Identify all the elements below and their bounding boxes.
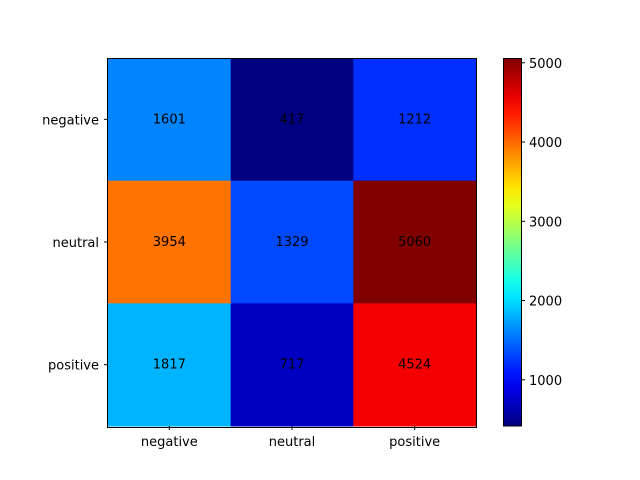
colorbar-frame: [503, 58, 522, 427]
heatmap-cell-1-2: [353, 180, 477, 304]
heatmap-cell-2-1: [230, 303, 354, 427]
colorbar: 1000 2000 3000 4000 5000: [503, 57, 562, 427]
x-axis: negative neutral positive: [141, 426, 440, 450]
heatmap-cell-2-0: [108, 303, 232, 427]
heatmap-cell-0-0: [108, 58, 232, 182]
y-tick-label-negative: negative: [42, 113, 99, 128]
cell-value-1-1: 1329: [275, 235, 308, 250]
heatmap-cell-1-0: [108, 180, 232, 304]
colorbar-tick-label-1000: 1000: [529, 374, 562, 389]
heatmap-cell-2-2: [353, 303, 477, 427]
cell-value-0-0: 1601: [153, 112, 186, 127]
cell-value-0-2: 1212: [398, 112, 431, 127]
cell-value-2-1: 717: [280, 358, 305, 373]
x-tick-label-positive: positive: [389, 435, 440, 450]
heatmap-cell-0-2: [353, 58, 477, 182]
y-tick-label-positive: positive: [48, 359, 99, 374]
x-tick-label-neutral: neutral: [269, 435, 316, 450]
y-tick-label-neutral: neutral: [53, 236, 100, 251]
colorbar-gradient: [503, 58, 521, 426]
x-tick-label-negative: negative: [141, 435, 198, 450]
colorbar-tick-label-3000: 3000: [529, 215, 562, 230]
cell-value-2-0: 1817: [153, 358, 186, 373]
cell-value-1-2: 5060: [398, 235, 431, 250]
cell-value-labels: 1601 417 1212 3954 1329 5060 1817 717 4524: [153, 112, 431, 372]
colorbar-tick-label-5000: 5000: [529, 57, 562, 72]
colorbar-tick-label-2000: 2000: [529, 295, 562, 310]
colorbar-tick-label-4000: 4000: [529, 136, 562, 151]
heatmap-cells: [108, 58, 477, 427]
heatmap-cell-0-1: [230, 58, 354, 182]
heatmap-cell-1-1: [230, 180, 354, 304]
y-axis: negative neutral positive: [42, 113, 108, 374]
cell-value-2-2: 4524: [398, 358, 431, 373]
cell-value-1-0: 3954: [153, 235, 186, 250]
cell-value-0-1: 417: [280, 112, 305, 127]
